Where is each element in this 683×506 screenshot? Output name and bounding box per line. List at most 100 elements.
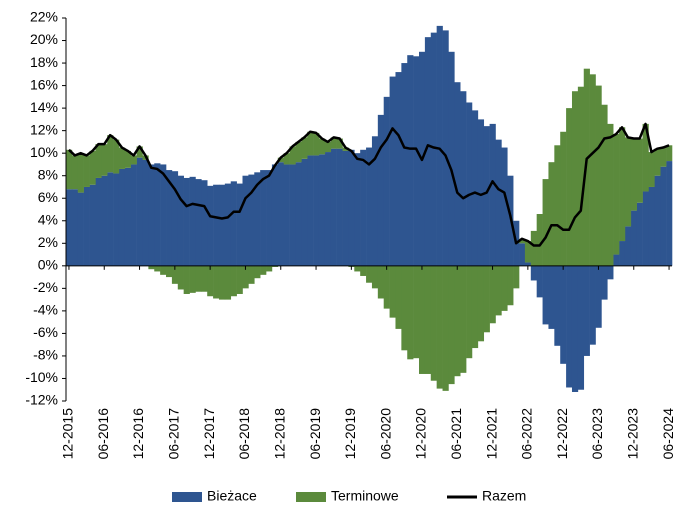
bar	[277, 157, 284, 163]
y-tick-label: 2%	[38, 234, 58, 250]
bar	[183, 177, 190, 266]
bar	[501, 265, 508, 311]
bar	[301, 158, 308, 266]
bar	[83, 155, 90, 187]
bar	[536, 214, 543, 266]
bar	[136, 157, 143, 266]
bar	[148, 164, 155, 266]
y-tick-label: 14%	[30, 99, 58, 115]
bar	[113, 173, 120, 266]
bar	[477, 119, 485, 266]
bar	[71, 189, 79, 266]
bar	[113, 139, 120, 174]
bar	[289, 146, 296, 165]
bar	[648, 152, 655, 187]
x-tick-label: 12-2017	[201, 408, 217, 460]
bar	[236, 183, 243, 266]
bar	[301, 137, 308, 159]
bar	[160, 265, 167, 275]
bar	[601, 104, 608, 266]
bar	[318, 154, 326, 266]
bar	[666, 145, 673, 162]
bar	[230, 265, 237, 297]
x-tick-label: 06-2016	[95, 408, 111, 460]
bar	[218, 184, 226, 266]
bar	[483, 265, 490, 333]
bar	[283, 164, 290, 266]
bar	[389, 76, 396, 266]
x-tick-label: 12-2019	[342, 408, 358, 460]
bar	[436, 265, 443, 389]
bar	[101, 144, 108, 176]
bar	[501, 147, 508, 266]
bar	[124, 150, 132, 168]
legend-swatch	[172, 492, 202, 502]
bar	[354, 153, 361, 266]
bar	[466, 102, 473, 266]
bar	[166, 265, 173, 278]
bar	[307, 155, 314, 266]
x-tick-label: 06-2022	[519, 408, 535, 460]
bar	[66, 149, 73, 190]
bar	[554, 265, 561, 346]
y-tick-label: 16%	[30, 76, 58, 92]
bar	[477, 265, 485, 342]
bar	[448, 51, 455, 266]
bar	[636, 202, 643, 266]
bar	[230, 181, 237, 266]
bar	[371, 136, 379, 266]
bar	[313, 132, 320, 156]
bar	[454, 82, 461, 266]
bar	[554, 145, 561, 266]
bar	[571, 91, 579, 266]
bar	[336, 138, 343, 149]
x-tick-label: 06-2020	[377, 408, 393, 460]
bar	[224, 183, 232, 266]
bar	[507, 265, 514, 306]
bar	[77, 192, 84, 266]
x-tick-label: 06-2023	[589, 408, 605, 460]
bar	[471, 110, 479, 266]
bar	[89, 150, 96, 185]
bar	[260, 265, 267, 275]
bar	[589, 74, 596, 266]
y-tick-label: 18%	[30, 54, 58, 70]
y-tick-label: -2%	[33, 279, 58, 295]
bar	[424, 37, 432, 266]
bar	[424, 265, 432, 374]
bar	[595, 85, 602, 266]
bar	[383, 265, 390, 309]
bar	[71, 155, 79, 190]
bar	[348, 149, 355, 266]
bar	[95, 177, 102, 266]
bar	[377, 114, 385, 266]
bar	[101, 175, 108, 266]
bar	[636, 138, 643, 203]
bar	[566, 265, 573, 388]
x-tick-label: 06-2024	[660, 408, 676, 460]
bar	[613, 254, 620, 266]
bar	[124, 167, 132, 266]
bar	[660, 147, 667, 167]
bar	[342, 147, 349, 151]
y-tick-label: -4%	[33, 302, 58, 318]
bar	[530, 265, 537, 281]
bar	[519, 243, 526, 266]
bar	[483, 126, 490, 266]
bar	[89, 184, 96, 266]
y-tick-label: 6%	[38, 189, 58, 205]
bar	[195, 179, 202, 266]
bar	[95, 144, 102, 178]
bar	[107, 172, 114, 266]
bar	[371, 265, 379, 289]
bar	[519, 238, 526, 244]
bar	[295, 141, 302, 163]
bar	[583, 265, 590, 356]
bar	[271, 164, 279, 266]
bar	[213, 265, 220, 299]
bar	[242, 265, 249, 289]
bar	[289, 164, 296, 266]
bar	[577, 86, 585, 266]
line	[68, 122, 670, 247]
bar	[571, 265, 579, 392]
